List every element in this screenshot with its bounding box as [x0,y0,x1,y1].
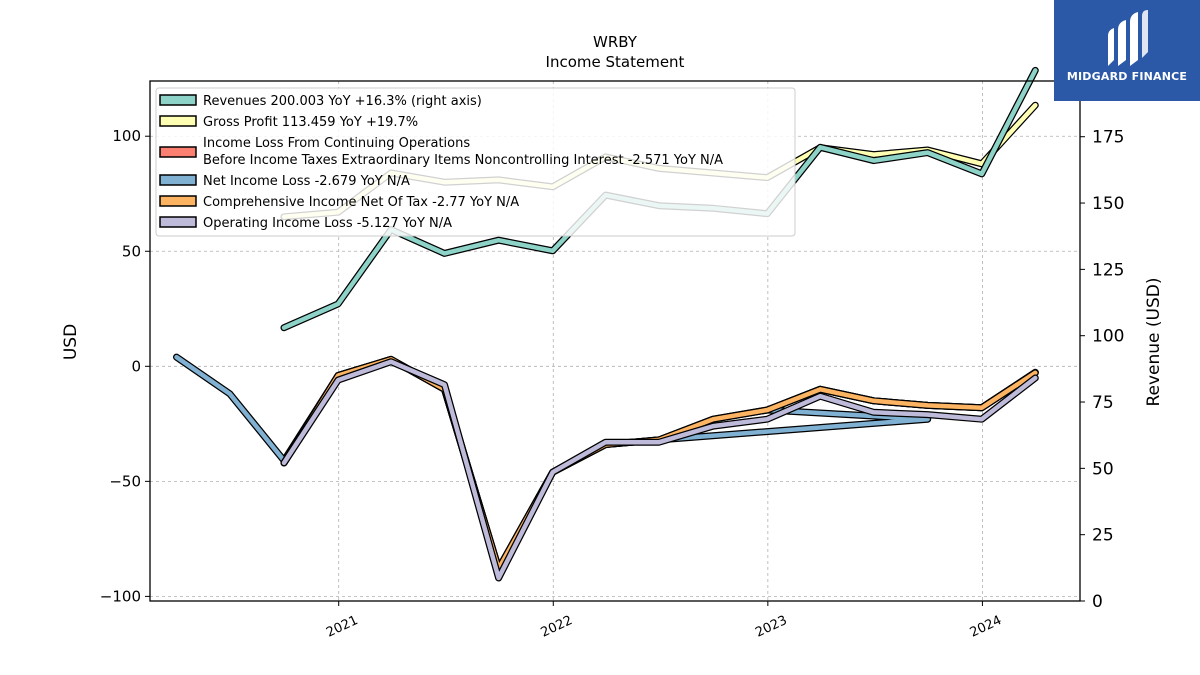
series-outline-2 [280,355,1039,573]
right-tick-label: 50 [1092,459,1114,479]
right-tick-label: 100 [1092,327,1124,347]
legend-label-2-line1: Income Loss From Continuing Operations [203,136,470,151]
chart-subtitle: Income Statement [546,53,685,71]
midgard-logo-icon [1108,10,1148,66]
legend-swatch-5 [159,216,197,228]
legend-swatch-0 [159,94,197,106]
legend-box [155,87,796,237]
legend-label-4: Comprehensive Income Net Of Tax -2.77 Yo… [203,195,519,210]
series-line-3 [174,354,1038,572]
legend-swatch-2 [159,146,197,158]
legend-swatch-3 [159,174,197,186]
right-tick-label: 75 [1092,393,1114,413]
left-axis-label: USD [61,324,81,360]
right-tick-label: 150 [1092,194,1124,214]
x-tick-label: 2022 [539,613,575,641]
brand-logo: MIDGARD FINANCE [1054,0,1200,101]
legend-label-2-line2: Before Income Taxes Extraordinary Items … [203,153,723,168]
left-tick-label: −50 [109,472,141,490]
left-tick-label: −100 [100,587,141,605]
x-tick-label: 2021 [324,613,360,641]
legend: Revenues 200.003 YoY +16.3% (right axis)… [155,87,796,237]
right-axis: 175 150 125 100 75 50 25 0 [1080,128,1124,612]
right-axis-label: Revenue (USD) [1144,277,1164,406]
legend-label-3: Net Income Loss -2.679 YoY N/A [203,174,410,189]
plot-frame [149,80,1081,602]
x-tick-label: 2023 [753,613,789,641]
brand-name: MIDGARD FINANCE [1066,70,1188,83]
x-tick-label: 2024 [968,613,1004,641]
legend-label-1: Gross Profit 113.459 YoY +19.7% [203,115,418,130]
right-tick-label: 125 [1092,260,1124,280]
right-tick-label: 25 [1092,526,1114,546]
chart-title: WRBY [593,33,638,51]
left-tick-label: 0 [131,357,141,375]
legend-label-0: Revenues 200.003 YoY +16.3% (right axis) [203,94,482,109]
series-line-2 [281,357,1038,572]
series-outline-5 [280,358,1039,582]
left-tick-label: 50 [122,242,141,260]
series-outline-3 [173,353,1039,573]
left-tick-label: 100 [112,127,141,145]
series-outline-4 [280,355,1039,573]
legend-swatch-4 [159,195,197,207]
series-line-4 [281,357,1038,572]
x-axis: 2021 2022 2023 2024 [324,601,1004,641]
left-axis: 100 50 0 −50 −100 [100,127,150,605]
legend-swatch-1 [159,115,197,127]
legend-label-5: Operating Income Loss -5.127 YoY N/A [203,216,452,231]
right-tick-label: 0 [1092,592,1103,612]
series-line-5 [281,359,1038,581]
right-tick-label: 175 [1092,128,1124,148]
series-lines [173,66,1039,582]
